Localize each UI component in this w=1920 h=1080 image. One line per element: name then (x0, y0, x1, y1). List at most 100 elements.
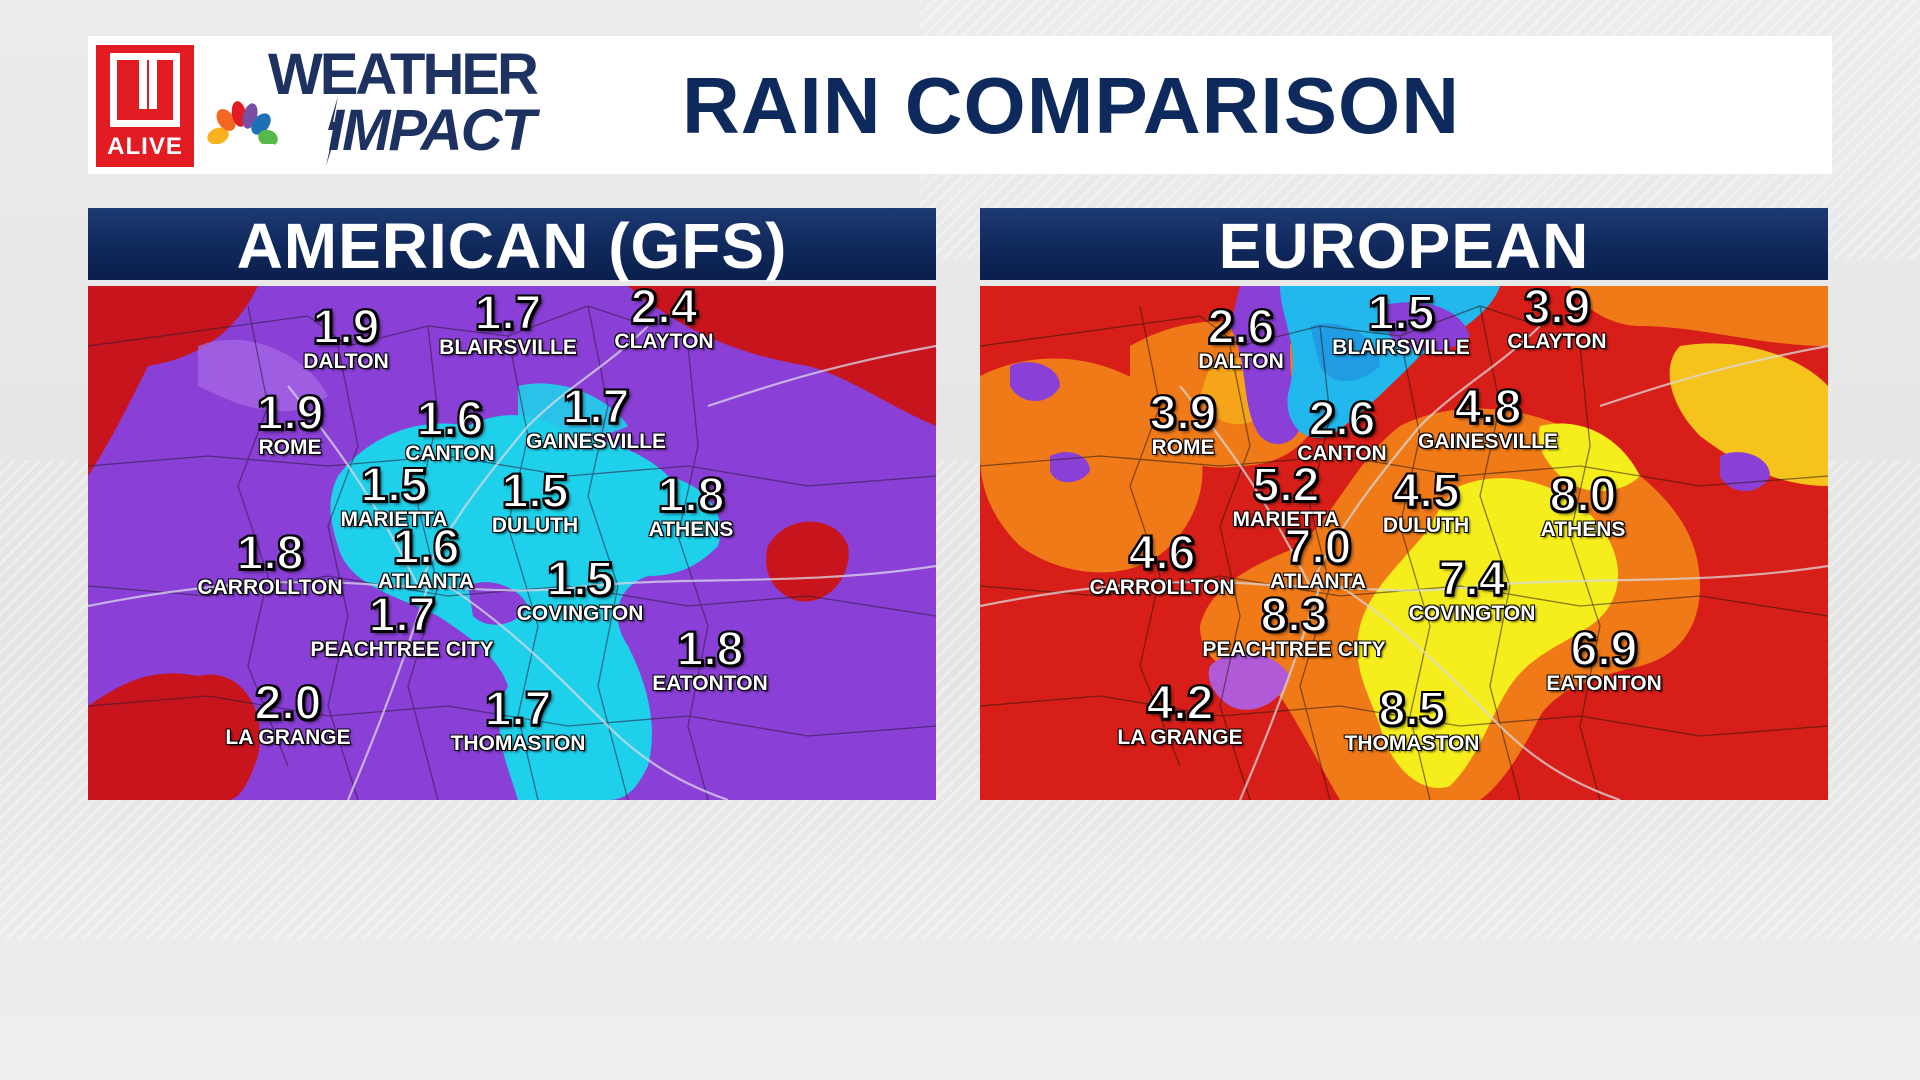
map-city-label: 4.8 GAINESVILLE (1417, 381, 1559, 454)
map-city-label: 1.5 COVINGTON (516, 553, 644, 626)
map-city-label: 8.3 PEACHTREE CITY (1202, 589, 1386, 662)
city-name: CANTON (405, 442, 495, 465)
map-city-label: 1.6 ATLANTA (377, 521, 475, 594)
map-city-label: 6.9 EATONTON (1546, 623, 1662, 696)
map-city-label: 2.6 DALTON (1198, 301, 1284, 374)
city-name: LA GRANGE (225, 726, 351, 749)
map-city-label: 1.6 CANTON (405, 393, 495, 466)
map-city-label: 4.5 DULUTH (1382, 465, 1470, 538)
map-city-label: 7.4 COVINGTON (1409, 553, 1536, 626)
rain-total-value: 8.5 (1378, 683, 1447, 736)
city-name: MARIETTA (1232, 508, 1340, 531)
gfs-rain-map: 1.9 DALTON 1.7 BLAIRSVILLE 2.4 CLAYTON 1.9 R… (88, 286, 936, 800)
city-name: COVINGTON (516, 602, 644, 625)
city-name: THOMASTON (1344, 732, 1480, 755)
city-name: ROME (258, 436, 322, 459)
map-city-label: 1.7 PEACHTREE CITY (310, 589, 493, 662)
european-panel: EUROPEAN (980, 208, 1828, 800)
rain-total-value: 4.5 (1392, 465, 1461, 518)
city-name: GAINESVILLE (525, 430, 667, 453)
map-city-label: 8.5 THOMASTON (1344, 683, 1480, 756)
rain-total-value: 7.4 (1438, 553, 1507, 606)
city-name: DALTON (303, 350, 389, 373)
rain-total-value: 2.0 (254, 677, 323, 730)
city-name: CARROLLTON (1089, 576, 1235, 599)
city-name: DULUTH (1382, 514, 1470, 537)
peacock-icon (207, 101, 278, 156)
station-logo-text: ALIVE (107, 133, 183, 160)
rain-total-value: 3.9 (1523, 286, 1592, 334)
city-name: DALTON (1198, 350, 1284, 373)
city-name: CLAYTON (1507, 330, 1607, 353)
rain-total-value: 1.8 (676, 623, 745, 676)
brand-weather: WEATHER (268, 42, 539, 107)
rain-total-value: 1.7 (474, 287, 543, 340)
rain-total-value: 1.5 (1367, 287, 1436, 340)
city-name: CLAYTON (614, 330, 714, 353)
rain-total-value: 1.7 (484, 683, 553, 736)
rain-total-value: 8.0 (1549, 469, 1618, 522)
station-logo: ALIVE (96, 45, 194, 167)
map-city-label: 1.8 ATHENS (648, 469, 734, 542)
city-name: EATONTON (1546, 672, 1662, 695)
european-panel-title: EUROPEAN (980, 208, 1828, 282)
city-name: ATLANTA (377, 570, 475, 593)
gfs-panel: AMERICAN (GFS) (88, 208, 936, 800)
rain-total-value: 1.5 (501, 465, 570, 518)
city-name: BLAIRSVILLE (439, 336, 577, 359)
map-city-label: 3.9 ROME (1149, 387, 1218, 460)
rain-total-value: 8.3 (1260, 589, 1329, 642)
city-name: CANTON (1297, 442, 1387, 465)
rain-total-value: 1.9 (256, 387, 325, 440)
map-city-label: 1.5 DULUTH (492, 465, 578, 538)
rain-total-value: 5.2 (1252, 459, 1321, 512)
map-city-label: 1.7 BLAIRSVILLE (439, 287, 577, 360)
gfs-panel-title: AMERICAN (GFS) (88, 208, 936, 282)
map-city-label: 4.2 LA GRANGE (1117, 677, 1243, 750)
city-name: PEACHTREE CITY (1202, 638, 1386, 661)
european-precip-field (980, 286, 1828, 800)
header-banner: ALIVE WEATHER IMPACT RAIN COMPARISON (88, 36, 1832, 174)
map-city-label: 3.9 CLAYTON (1507, 286, 1606, 354)
map-city-label: 8.0 ATHENS (1540, 469, 1626, 542)
rain-total-value: 3.9 (1149, 387, 1218, 440)
rain-total-value: 1.7 (562, 381, 631, 434)
map-city-label: 1.9 ROME (256, 387, 325, 460)
city-name: ATHENS (1540, 518, 1626, 541)
map-city-label: 2.6 CANTON (1297, 395, 1387, 466)
city-name: ATHENS (648, 518, 734, 541)
rain-total-value: 7.0 (1284, 521, 1353, 574)
rain-total-value: 1.6 (416, 393, 485, 446)
european-rain-map: 2.6 DALTON 1.5 BLAIRSVILLE 3.9 CLAYTON 3.9 R… (980, 286, 1828, 800)
city-name: MARIETTA (340, 508, 448, 531)
gfs-precip-field (88, 286, 936, 800)
rain-total-value: 2.6 (1207, 301, 1276, 354)
map-city-label: 1.5 MARIETTA (340, 461, 448, 532)
city-name: EATONTON (652, 672, 768, 695)
map-city-label: 1.9 DALTON (303, 301, 389, 374)
city-name: ROME (1151, 436, 1215, 459)
rain-total-value: 4.6 (1128, 527, 1197, 580)
rain-total-value: 1.5 (546, 553, 615, 606)
city-name: THOMASTON (450, 732, 586, 755)
city-name: ATLANTA (1269, 570, 1367, 593)
map-city-label: 4.6 CARROLLTON (1089, 527, 1235, 600)
rain-total-value: 2.4 (630, 286, 699, 334)
rain-total-value: 6.9 (1570, 623, 1639, 676)
map-city-label: 1.5 BLAIRSVILLE (1332, 287, 1470, 360)
rain-total-value: 1.8 (236, 527, 305, 580)
rain-total-value: 4.8 (1454, 381, 1523, 434)
map-city-label: 7.0 ATLANTA (1269, 521, 1367, 594)
city-name: CARROLLTON (197, 576, 343, 599)
rain-total-value: 1.7 (368, 589, 437, 642)
city-name: GAINESVILLE (1417, 430, 1559, 453)
rain-total-value: 1.9 (312, 301, 381, 354)
map-city-label: 1.7 THOMASTON (450, 683, 586, 756)
city-name: LA GRANGE (1117, 726, 1243, 749)
channel-11-icon (110, 53, 180, 127)
rain-total-value: 4.2 (1146, 677, 1215, 730)
rain-total-value: 1.8 (657, 469, 726, 522)
rain-total-value: 1.6 (392, 521, 461, 574)
map-city-label: 2.0 LA GRANGE (225, 677, 351, 750)
map-city-label: 2.4 CLAYTON (614, 286, 713, 354)
